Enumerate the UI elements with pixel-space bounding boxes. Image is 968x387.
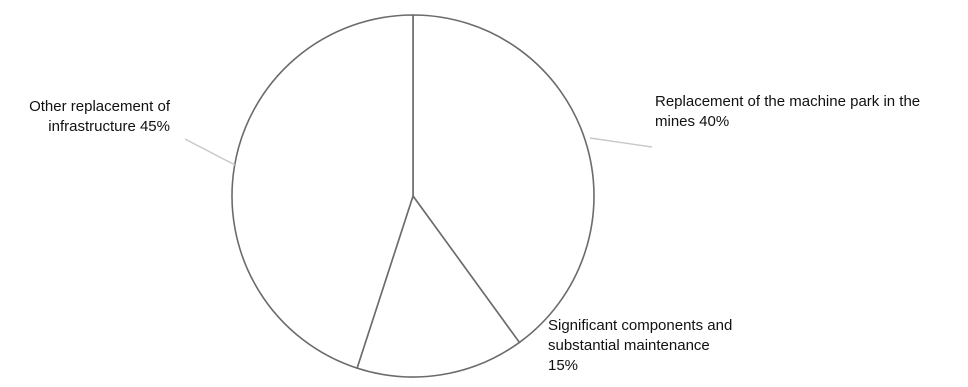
leader-line-other-replacement-of-infrastructure <box>184 138 236 166</box>
data-label-replacement-of-the-machine-park-in-the-mines: Replacement of the machine park in the mi… <box>655 93 920 130</box>
data-label-line: 15% <box>548 357 578 374</box>
data-label-line: Significant components and <box>548 317 732 334</box>
pie-slice-replacement-of-the-machine-park-in-the-mines <box>412 14 595 344</box>
data-label-line: Other replacement of <box>29 98 171 115</box>
leader-line-replacement-of-the-machine-park-in-the-mines <box>589 137 653 148</box>
data-label-other-replacement-of-infrastructure: Other replacement of infrastructure 45% <box>29 98 171 135</box>
data-label-line: infrastructure 45% <box>48 118 170 135</box>
data-label-line: substantial maintenance <box>548 337 710 354</box>
data-label-line: Replacement of the machine park in the <box>655 93 920 110</box>
data-label-significant-components-and-substantial-maintenance: Significant components and substantial ma… <box>548 317 732 374</box>
pie-slice-other-replacement-of-infrastructure <box>231 14 414 369</box>
pie-slice-significant-components-and-substantial-maintenance <box>356 195 521 378</box>
data-label-line: mines 40% <box>655 113 729 130</box>
